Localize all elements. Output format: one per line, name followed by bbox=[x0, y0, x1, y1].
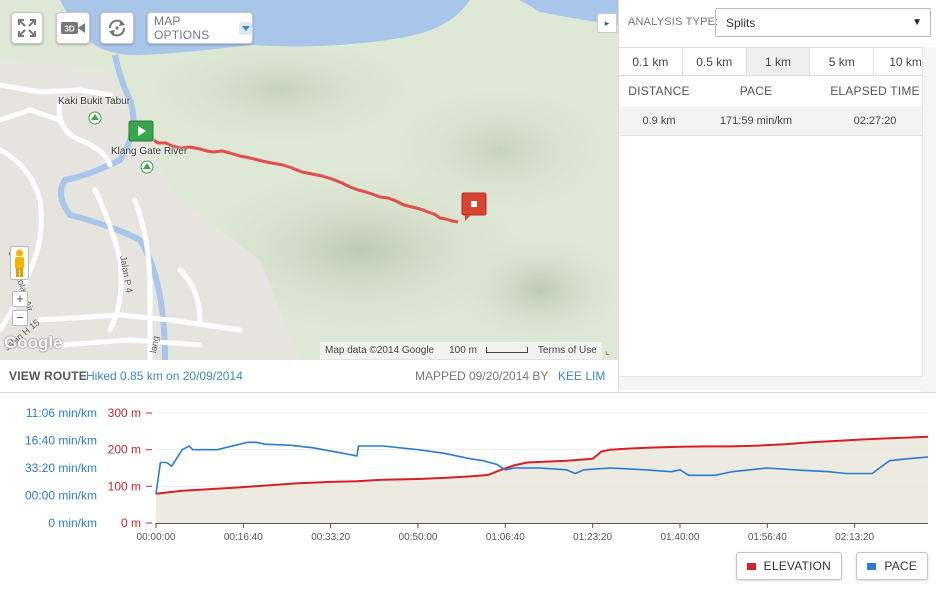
time-axis: 00:00:00 00:16:40 00:33:20 00:50:00 01:06:40… bbox=[137, 523, 875, 543]
3d-view-button[interactable]: 3D bbox=[56, 12, 90, 44]
column-header-elapsed-time: ELAPSED TIME bbox=[830, 84, 920, 98]
rotate-icon bbox=[109, 19, 125, 37]
time-tick-label: 01:56:40 bbox=[748, 532, 787, 543]
analysis-type-select[interactable]: Splits ▼ bbox=[715, 8, 931, 37]
time-tick-label: 01:23:20 bbox=[573, 532, 612, 543]
split-pace: 171:59 min/km bbox=[719, 114, 793, 127]
view-route-label: VIEW ROUTE bbox=[9, 369, 88, 383]
split-distance-tabs: 0.1 km 0.5 km 1 km 5 km 10 km bbox=[619, 47, 936, 76]
map-options-label: MAP OPTIONS bbox=[154, 14, 210, 42]
map-scale-label: 100 m bbox=[449, 345, 477, 356]
map-scale: 100 m bbox=[439, 345, 533, 356]
pace-swatch bbox=[867, 562, 877, 570]
park-icon bbox=[140, 160, 154, 174]
time-tick-label: 00:50:00 bbox=[399, 532, 438, 543]
legend-toggle-pace[interactable]: PACE bbox=[856, 552, 928, 580]
time-tick-label: 02:13:20 bbox=[835, 532, 874, 543]
pace-tick-label: 00:00 min/km bbox=[25, 489, 97, 503]
route-description-link[interactable]: Hiked 0.85 km on 20/09/2014 bbox=[86, 369, 243, 383]
time-tick-label: 00:16:40 bbox=[224, 532, 263, 543]
fullscreen-icon bbox=[18, 19, 36, 37]
scale-bar bbox=[485, 347, 528, 354]
pace-axis: 11:06 min/km 16:40 min/km 33:20 min/km 00:0… bbox=[25, 406, 97, 530]
pace-series-line bbox=[155, 441, 929, 494]
split-elapsed-time: 02:27:20 bbox=[853, 114, 897, 127]
zoom-out-button[interactable]: − bbox=[12, 310, 28, 326]
route-map[interactable]: Kaki Bukit Tabur Klang Gate River Jalan … bbox=[0, 0, 618, 360]
elevation-pace-chart[interactable]: 11:06 min/km 16:40 min/km 33:20 min/km 00:0… bbox=[0, 395, 936, 545]
panel-horizontal-scrollbar[interactable] bbox=[619, 376, 923, 390]
zoom-in-button[interactable]: + bbox=[12, 291, 28, 307]
route-end-marker[interactable] bbox=[461, 192, 487, 222]
dropdown-arrow-icon: ▼ bbox=[912, 17, 922, 28]
rotate-view-button[interactable] bbox=[100, 12, 134, 44]
fullscreen-button[interactable] bbox=[11, 12, 43, 44]
elevation-tick-label: 300 m bbox=[108, 406, 141, 420]
legend-label-pace: PACE bbox=[884, 559, 917, 573]
tab-split-5km[interactable]: 5 km bbox=[810, 48, 875, 75]
map-data-credit: Map data ©2014 Google bbox=[325, 345, 435, 356]
map-attribution-bar: Map data ©2014 Google 100 m Terms of Use bbox=[320, 342, 602, 359]
route-info-bar: VIEW ROUTE Hiked 0.85 km on 20/09/2014 M… bbox=[0, 360, 618, 392]
elevation-tick-label: 100 m bbox=[108, 479, 141, 493]
elevation-swatch bbox=[747, 562, 756, 570]
section-divider bbox=[0, 392, 936, 393]
panel-vertical-scrollbar[interactable] bbox=[922, 47, 936, 392]
map-options-button[interactable]: MAP OPTIONS bbox=[147, 12, 253, 44]
map-tiles bbox=[0, 0, 618, 360]
tab-split-0.1km[interactable]: 0.1 km bbox=[619, 48, 683, 75]
mapper-name-link[interactable]: KEE LIM bbox=[558, 369, 606, 383]
elevation-tick-label: 0 m bbox=[121, 516, 141, 530]
column-header-pace: PACE bbox=[739, 84, 773, 98]
time-tick-label: 00:00:00 bbox=[137, 532, 176, 543]
time-tick-label: 01:40:00 bbox=[661, 532, 700, 543]
chevron-down-icon bbox=[239, 21, 252, 35]
street-view-pegman[interactable] bbox=[10, 246, 29, 280]
tab-split-1km[interactable]: 1 km bbox=[746, 48, 811, 75]
place-label-klang-gate-river: Klang Gate River bbox=[111, 146, 188, 157]
elevation-area bbox=[156, 436, 928, 523]
splits-table-header: DISTANCE PACE ELAPSED TIME bbox=[619, 76, 936, 106]
pace-tick-label: 11:06 min/km bbox=[26, 406, 97, 420]
park-icon bbox=[88, 111, 102, 125]
split-distance: 0.9 km bbox=[642, 114, 676, 127]
collapse-panel-button[interactable]: ▸ bbox=[597, 13, 617, 33]
pace-tick-label: 0 min/km bbox=[48, 516, 97, 530]
route-start-marker[interactable] bbox=[128, 120, 154, 146]
analysis-panel: ▸ ANALYSIS TYPE: Splits ▼ 0.1 km 0.5 km … bbox=[597, 0, 936, 392]
pace-tick-label: 16:40 min/km bbox=[25, 434, 97, 448]
resize-corner-icon[interactable]: ⌞ bbox=[605, 346, 610, 357]
pace-tick-label: 33:20 min/km bbox=[25, 461, 97, 475]
3d-label: 3D bbox=[64, 25, 74, 34]
pegman-icon bbox=[15, 249, 24, 277]
elevation-series-line bbox=[155, 435, 929, 495]
terms-of-use-link[interactable]: Terms of Use bbox=[537, 345, 597, 356]
camera-3d-icon: 3D bbox=[61, 22, 85, 34]
legend-label-elevation: ELEVATION bbox=[763, 559, 831, 573]
place-label-kaki-bukit-tabur: Kaki Bukit Tabur bbox=[58, 96, 131, 107]
legend-toggle-elevation[interactable]: ELEVATION bbox=[736, 552, 842, 580]
time-tick-label: 01:06:40 bbox=[486, 532, 525, 543]
table-row: 0.9 km 171:59 min/km 02:27:20 bbox=[619, 106, 936, 136]
tab-split-0.5km[interactable]: 0.5 km bbox=[683, 48, 747, 75]
mapped-by-label: MAPPED 09/20/2014 BY bbox=[415, 369, 549, 383]
analysis-type-label: ANALYSIS TYPE: bbox=[628, 16, 719, 28]
google-logo: Google bbox=[4, 333, 63, 352]
analysis-type-value: Splits bbox=[726, 15, 756, 30]
elevation-tick-label: 200 m bbox=[108, 443, 141, 457]
elevation-axis: 300 m 200 m 100 m 0 m bbox=[108, 406, 152, 530]
time-tick-label: 00:33:20 bbox=[311, 532, 350, 543]
column-header-distance: DISTANCE bbox=[628, 84, 690, 98]
tab-split-10km[interactable]: 10 km bbox=[889, 54, 922, 69]
